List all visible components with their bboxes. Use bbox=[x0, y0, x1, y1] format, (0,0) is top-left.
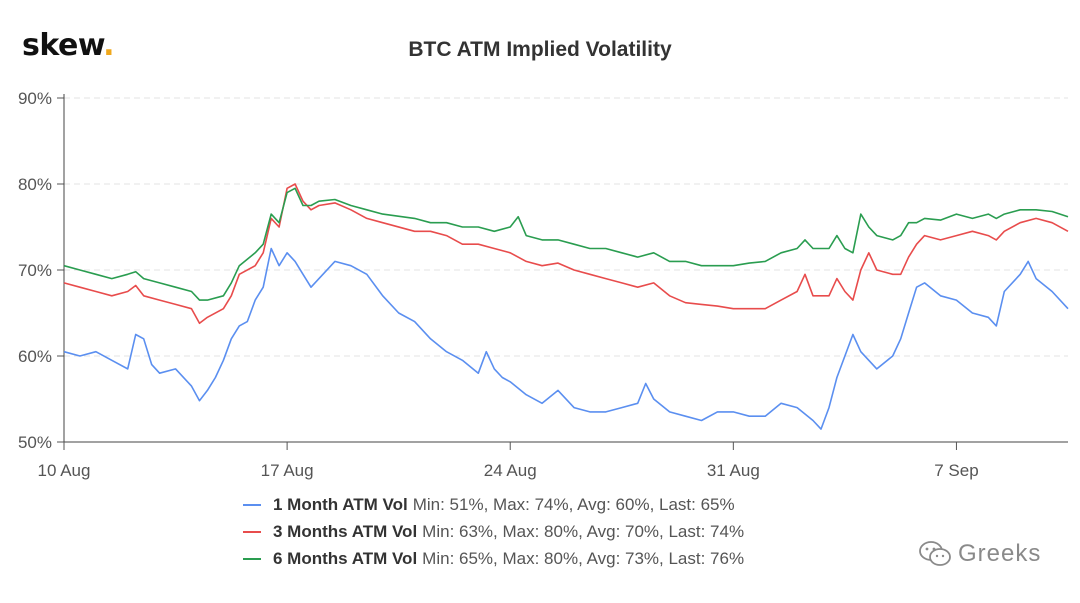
legend-swatch bbox=[243, 530, 261, 533]
x-tick-label: 31 Aug bbox=[707, 461, 760, 480]
wechat-icon bbox=[919, 541, 951, 566]
y-tick-label: 60% bbox=[18, 347, 52, 366]
chart-legend: 1 Month ATM Vol Min: 51%, Max: 74%, Avg: … bbox=[243, 491, 744, 572]
legend-swatch bbox=[243, 557, 261, 560]
legend-series-stats: Min: 65%, Max: 80%, Avg: 73%, Last: 76% bbox=[422, 548, 745, 568]
x-tick-label: 7 Sep bbox=[934, 461, 978, 480]
legend-series-name: 3 Months ATM Vol bbox=[273, 521, 418, 541]
legend-series-stats: Min: 63%, Max: 80%, Avg: 70%, Last: 74% bbox=[422, 521, 745, 541]
x-tick-label: 17 Aug bbox=[261, 461, 314, 480]
y-tick-label: 50% bbox=[18, 433, 52, 452]
y-tick-label: 80% bbox=[18, 175, 52, 194]
series-layer bbox=[63, 183, 1069, 430]
series-line-2 bbox=[63, 183, 1069, 325]
series-line-3 bbox=[63, 187, 1069, 301]
logo-text: skew bbox=[22, 28, 104, 63]
legend-series-name: 1 Month ATM Vol bbox=[273, 494, 408, 514]
y-tick-label: 70% bbox=[18, 261, 52, 280]
logo-dot: . bbox=[103, 28, 115, 63]
watermark: Greeks bbox=[918, 540, 1041, 568]
legend-item[interactable]: 3 Months ATM Vol Min: 63%, Max: 80%, Avg:… bbox=[243, 518, 744, 545]
y-tick-label: 90% bbox=[18, 89, 52, 108]
legend-series-name: 6 Months ATM Vol bbox=[273, 548, 418, 568]
x-tick-label: 24 Aug bbox=[484, 461, 537, 480]
series-line-1 bbox=[63, 247, 1069, 430]
legend-swatch bbox=[243, 503, 261, 506]
legend-series-stats: Min: 51%, Max: 74%, Avg: 60%, Last: 65% bbox=[412, 494, 735, 514]
skew-logo: skew. bbox=[22, 28, 115, 63]
grid-lines bbox=[64, 97, 1068, 357]
tick-labels: 50% 60% 70% 80% 90% 10 Aug 17 Aug 24 Aug 31 Aug 7… bbox=[18, 89, 979, 480]
legend-item[interactable]: 6 Months ATM Vol Min: 65%, Max: 80%, Avg:… bbox=[243, 545, 744, 572]
axes bbox=[57, 94, 1068, 450]
x-tick-label: 10 Aug bbox=[38, 461, 91, 480]
chart-title: BTC ATM Implied Volatility bbox=[408, 38, 672, 61]
legend-item[interactable]: 1 Month ATM Vol Min: 51%, Max: 74%, Avg: … bbox=[243, 491, 744, 518]
watermark-text: Greeks bbox=[958, 540, 1042, 567]
